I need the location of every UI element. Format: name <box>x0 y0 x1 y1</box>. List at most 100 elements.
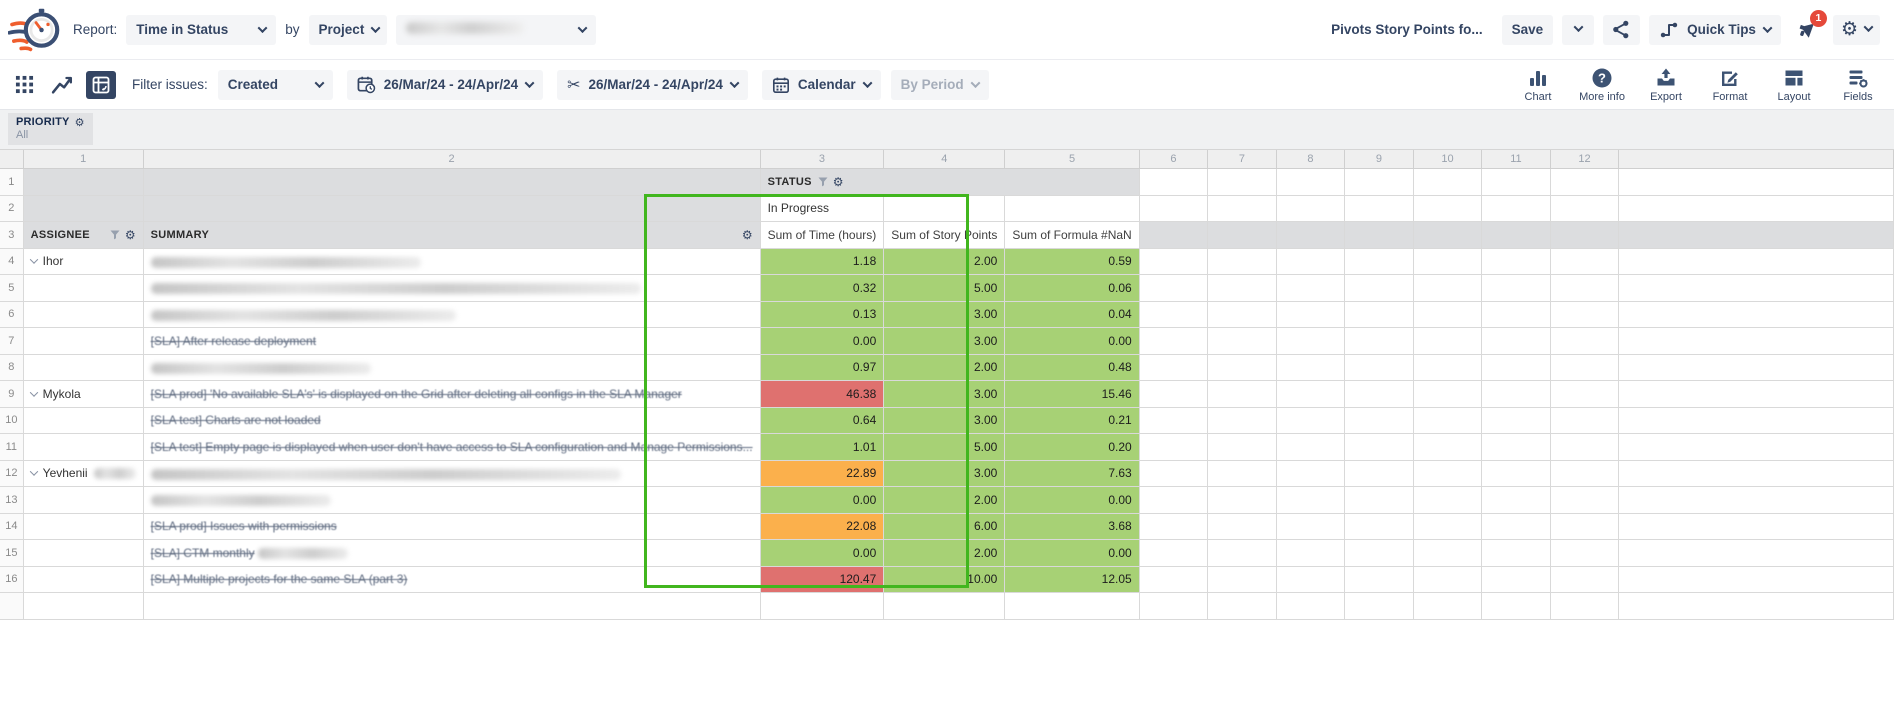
collapse-chevron-icon[interactable] <box>29 388 38 397</box>
save-button[interactable]: Save <box>1501 14 1554 45</box>
row-number[interactable]: 1 <box>0 168 24 196</box>
story-points-value[interactable]: 2.00 <box>883 539 1006 567</box>
grid-cell[interactable] <box>1481 354 1551 381</box>
grid-cell[interactable] <box>1344 221 1414 249</box>
gear-icon[interactable]: ⚙ <box>741 227 753 242</box>
formula-value[interactable]: 0.04 <box>1004 301 1140 328</box>
time-in-status-value[interactable]: 0.64 <box>760 407 885 434</box>
grid-cell[interactable] <box>1413 460 1483 487</box>
grid-cell[interactable] <box>1139 592 1209 620</box>
row-number[interactable]: 8 <box>0 354 24 381</box>
grid-cell[interactable] <box>1276 380 1346 408</box>
grid-cell[interactable] <box>1276 168 1346 196</box>
time-in-status-value[interactable]: 1.01 <box>760 433 885 461</box>
report-type-select[interactable]: Time in Status <box>126 14 277 45</box>
formula-value[interactable]: 0.06 <box>1004 274 1140 302</box>
formula-value[interactable]: 0.59 <box>1004 248 1140 275</box>
grid-cell[interactable] <box>1276 433 1346 461</box>
assignee-cell[interactable] <box>23 407 144 434</box>
grid-cell[interactable] <box>1207 327 1277 355</box>
story-points-value[interactable]: 10.00 <box>883 566 1006 593</box>
grid-cell[interactable] <box>1618 301 1894 328</box>
grid-cell[interactable] <box>1139 407 1209 434</box>
assignee-cell[interactable]: Ihor <box>23 248 144 275</box>
column-number[interactable]: 2 <box>143 150 761 169</box>
grid-cell[interactable] <box>1207 248 1277 275</box>
row-number[interactable] <box>0 592 24 620</box>
grid-cell[interactable] <box>1207 592 1277 620</box>
grid-cell[interactable] <box>1276 539 1346 567</box>
time-in-status-value[interactable]: 0.00 <box>760 539 885 567</box>
grid-cell[interactable] <box>1481 327 1551 355</box>
grid-cell[interactable] <box>1207 486 1277 514</box>
project-select-redacted[interactable] <box>395 14 596 45</box>
announcements-button[interactable]: 1 <box>1790 9 1827 47</box>
gear-icon[interactable]: ⚙ <box>74 115 85 129</box>
grid-cell[interactable] <box>1207 407 1277 434</box>
grid-cell[interactable] <box>23 168 144 196</box>
calendar-select[interactable]: Calendar <box>761 69 881 100</box>
grid-cell[interactable] <box>1276 460 1346 487</box>
grid-cell[interactable] <box>1618 327 1894 355</box>
grid-cell[interactable] <box>1139 539 1209 567</box>
grid-cell[interactable] <box>1413 168 1483 196</box>
grid-cell[interactable] <box>1139 248 1209 275</box>
gear-icon[interactable]: ⚙ <box>832 174 844 189</box>
grid-cell[interactable] <box>1550 327 1620 355</box>
measure-header[interactable]: Sum of Time (hours) <box>760 221 885 249</box>
grid-cell[interactable] <box>1276 486 1346 514</box>
row-number[interactable]: 2 <box>0 195 24 222</box>
formula-value[interactable]: 0.00 <box>1004 486 1140 514</box>
grid-cell[interactable] <box>1207 221 1277 249</box>
grid-cell[interactable] <box>1276 592 1346 620</box>
grid-cell[interactable] <box>1481 433 1551 461</box>
grid-cell[interactable] <box>1550 486 1620 514</box>
grid-cell[interactable] <box>1139 380 1209 408</box>
grid-cell[interactable] <box>1276 327 1346 355</box>
story-points-value[interactable]: 2.00 <box>883 486 1006 514</box>
filter-funnel-icon[interactable] <box>110 230 120 240</box>
grid-cell[interactable] <box>1344 460 1414 487</box>
time-in-status-value[interactable]: 1.18 <box>760 248 885 275</box>
grid-cell[interactable] <box>1344 274 1414 302</box>
share-button[interactable] <box>1603 14 1641 45</box>
grid-cell[interactable] <box>1139 168 1209 196</box>
grid-cell[interactable] <box>1344 248 1414 275</box>
created-date-range-button[interactable]: 26/Mar/24 - 24/Apr/24 <box>346 69 544 100</box>
column-number[interactable]: 12 <box>1550 150 1620 169</box>
grid-cell[interactable] <box>1344 566 1414 593</box>
formula-value[interactable]: 7.63 <box>1004 460 1140 487</box>
grid-cell[interactable] <box>1413 433 1483 461</box>
grid-cell[interactable] <box>1139 566 1209 593</box>
grid-cell[interactable] <box>1344 592 1414 620</box>
grid-cell[interactable] <box>1618 380 1894 408</box>
time-in-status-value[interactable]: 22.89 <box>760 460 885 487</box>
grid-cell[interactable] <box>1276 566 1346 593</box>
grid-cell[interactable] <box>1481 592 1551 620</box>
group-by-select[interactable]: Project <box>308 14 387 45</box>
summary-cell[interactable] <box>143 301 761 328</box>
grid-cell[interactable] <box>1413 195 1483 222</box>
grid-cell[interactable] <box>1004 592 1140 620</box>
summary-cell[interactable] <box>143 460 761 487</box>
row-number[interactable]: 13 <box>0 486 24 514</box>
fields-action-button[interactable]: Fields <box>1836 67 1880 103</box>
grid-cell[interactable] <box>883 592 1006 620</box>
grid-cell[interactable] <box>23 195 144 222</box>
grid-cell[interactable] <box>1618 566 1894 593</box>
grid-cell[interactable] <box>1344 407 1414 434</box>
column-number[interactable]: 1 <box>23 150 144 169</box>
formula-value[interactable]: 0.00 <box>1004 327 1140 355</box>
grid-cell[interactable] <box>1618 486 1894 514</box>
story-points-value[interactable]: 6.00 <box>883 513 1006 540</box>
grid-cell[interactable] <box>1550 407 1620 434</box>
grid-cell[interactable] <box>1344 301 1414 328</box>
assignee-cell[interactable] <box>23 274 144 302</box>
grid-cell[interactable] <box>1139 274 1209 302</box>
assignee-cell[interactable]: Mykola <box>23 380 144 408</box>
story-points-value[interactable]: 3.00 <box>883 407 1006 434</box>
grid-cell[interactable] <box>1207 195 1277 222</box>
row-number[interactable]: 5 <box>0 274 24 302</box>
assignee-cell[interactable] <box>23 354 144 381</box>
grid-cell[interactable] <box>1413 274 1483 302</box>
